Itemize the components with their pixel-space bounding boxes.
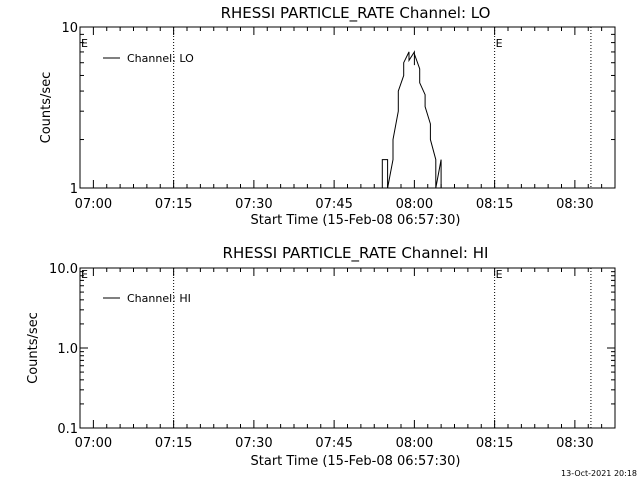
x-tick-label: 08:30 (556, 197, 593, 212)
x-tick-label: 08:15 (476, 197, 513, 212)
x-tick-label: 07:30 (235, 197, 272, 212)
x-tick-label: 07:15 (155, 436, 192, 451)
x-tick-label: 08:00 (396, 436, 433, 451)
y-axis-label: Counts/sec (26, 312, 41, 384)
x-tick-label: 08:30 (556, 436, 593, 451)
footer-timestamp: 13-Oct-2021 20:18 (561, 469, 637, 478)
chart-panel-1: RHESSI PARTICLE_RATE Channel: LO 07:00 07:… (39, 4, 616, 228)
y-axis-label: Counts/sec (39, 72, 54, 144)
chart-panel-2: RHESSI PARTICLE_RATE Channel: HI 07:00 07:… (26, 244, 616, 469)
chart-title: RHESSI PARTICLE_RATE Channel: LO (221, 4, 491, 23)
x-tick-label: 07:30 (235, 436, 272, 451)
y-tick-label: 10.0 (49, 262, 78, 277)
x-tick-label: 07:45 (315, 197, 352, 212)
y-tick-label: 10 (61, 21, 78, 36)
event-marker-label: E (81, 37, 88, 50)
x-tick-label: 07:45 (315, 436, 352, 451)
y-tick-label: 1 (70, 182, 78, 197)
x-axis-label: Start Time (15-Feb-08 06:57:30) (251, 454, 461, 469)
legend-label: Channel: HI (127, 292, 191, 305)
x-tick-label: 08:00 (396, 197, 433, 212)
chart-title: RHESSI PARTICLE_RATE Channel: HI (223, 244, 489, 263)
x-axis-label: Start Time (15-Feb-08 06:57:30) (251, 213, 461, 228)
y-tick-label: 0.1 (57, 422, 78, 437)
y-tick-label: 1.0 (57, 342, 78, 357)
series-line (381, 50, 447, 189)
event-marker-label: E (496, 268, 503, 281)
event-marker-label: E (496, 37, 503, 50)
event-marker-label: E (81, 268, 88, 281)
x-tick-label: 08:15 (476, 436, 513, 451)
legend-label: Channel: LO (127, 52, 194, 65)
x-tick-label: 07:00 (75, 197, 112, 212)
x-tick-label: 07:15 (155, 197, 192, 212)
x-tick-label: 07:00 (75, 436, 112, 451)
